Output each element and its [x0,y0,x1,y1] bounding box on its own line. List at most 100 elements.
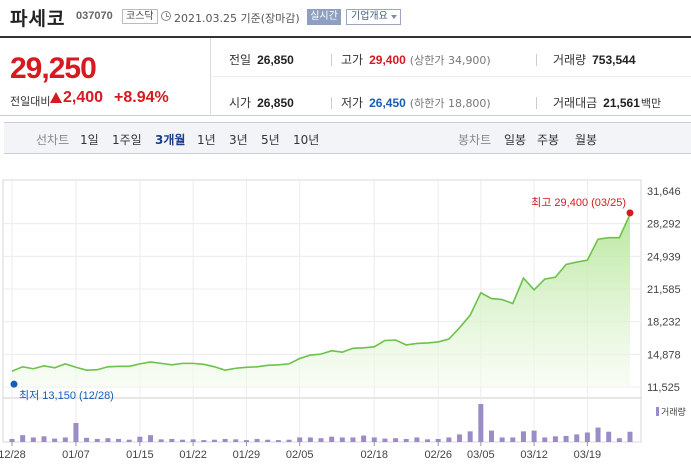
realtime-button[interactable]: 실시간 [307,9,341,25]
volume-bar [478,404,484,442]
stock-header: 파세코 037070 코스닥 2021.03.25 기준(장마감) 실시간 기업… [0,0,691,34]
amount-stat: 거래대금 21,561백만 [553,94,661,111]
volume-bar [211,439,217,442]
volume-label: 거래량 [553,53,587,67]
volume-bar [339,437,345,442]
volume-bar [30,437,36,442]
x-tick-label: 03/05 [467,449,495,461]
tab-1day[interactable]: 1일 [80,133,99,147]
volume-bar [350,437,356,442]
y-tick-label: 11,525 [647,382,680,394]
change-percent: +8.94% [114,89,169,106]
prev-close-stat: 전일 26,850 [229,51,294,68]
volume-bar [265,439,271,442]
x-tick-label: 01/22 [179,449,207,461]
divider [210,38,211,116]
x-tick-label: 01/15 [126,449,154,461]
volume-bar [499,437,505,442]
y-tick-label: 24,939 [647,251,681,263]
volume-bar [222,438,228,442]
volume-bar [137,436,143,442]
company-overview-dropdown[interactable]: 기업개요 [346,9,401,25]
price-chart[interactable]: 31,646 28,292 24,939 21,585 18,232 14,878 11,5… [0,178,691,465]
x-tick-label: 02/26 [424,449,452,461]
clock-icon [161,11,171,21]
volume-bar [254,438,260,442]
tab-3years[interactable]: 3년 [229,133,248,147]
price-area [12,214,630,387]
volume-bar [318,438,324,442]
x-tick-label: 02/18 [361,449,389,461]
volume-bar [243,440,249,442]
volume-bar [297,437,303,442]
price-summary: 29,250 전일대비 2,400 +8.94% 전일 26,850 고가 29,4… [0,36,691,116]
as-of-date: 2021.03.25 기준(장마감) [174,12,300,25]
price-chart-svg: 31,646 28,292 24,939 21,585 18,232 14,878 11,5… [0,179,686,461]
company-overview-label: 기업개요 [351,11,388,22]
volume-bar [361,435,367,442]
low-stat: 저가 26,450 (하한가 18,800) [341,94,491,111]
volume-bar [116,438,122,442]
high-value: 29,400 [369,53,406,67]
x-tick-label: 02/05 [286,449,314,461]
tab-5years[interactable]: 5년 [261,133,280,147]
tab-weekly-candle[interactable]: 주봉 [537,133,560,147]
candle-chart-label: 봉차트 [458,133,492,147]
volume-bar [201,440,207,442]
volume-bar [382,438,388,442]
open-stat: 시가 26,850 [229,94,294,111]
min-label: 최저 13,150 (12/28) [19,389,114,402]
volume-bar [403,438,409,442]
tab-1year[interactable]: 1년 [197,133,216,147]
volume-bar [158,439,164,442]
volume-value: 753,544 [592,53,636,67]
stock-name: 파세코 [10,8,66,30]
y-tick-label: 31,646 [647,186,681,198]
volume-bar [52,438,58,442]
volume-bar [574,434,580,442]
y-tick-label: 18,232 [647,317,681,329]
x-tick-label: 01/07 [62,449,90,461]
chevron-down-icon [391,15,397,19]
tab-monthly-candle[interactable]: 월봉 [575,133,598,147]
divider [211,76,691,77]
y-tick-label: 21,585 [647,284,681,296]
x-tick-label: 12/28 [0,449,26,461]
up-triangle-icon [50,92,62,103]
lower-limit: (하한가 18,800) [409,97,491,110]
min-point [10,380,18,388]
chart-period-tabs: 선차트 1일 1주일 3개월 1년 3년 5년 10년 봉차트 일봉 주봉 월봉 [4,122,691,154]
high-stat: 고가 29,400 (상한가 34,900) [341,51,491,68]
volume-bar [179,439,185,442]
stock-code: 037070 [76,10,113,22]
volume-bar [627,431,633,442]
volume-bar [307,437,313,442]
volume-bar [275,440,281,442]
volume-bar [488,430,494,442]
tab-daily-candle[interactable]: 일봉 [504,133,527,147]
tab-1week[interactable]: 1주일 [112,133,142,147]
volume-bar [457,434,463,442]
y-tick-label: 28,292 [647,219,681,231]
volume-bar [531,430,537,442]
tab-10years[interactable]: 10년 [293,133,320,147]
open-label: 시가 [229,96,252,110]
line-chart-label: 선차트 [36,133,70,147]
volume-bar [20,435,26,442]
volume-bar [414,437,420,442]
price-line [11,214,631,372]
upper-limit: (상한가 34,900) [409,54,491,67]
tab-3months[interactable]: 3개월 [155,133,186,147]
volume-bar [286,439,292,442]
volume-bar [190,439,196,442]
volume-bar [9,438,15,442]
prev-close-value: 26,850 [257,53,294,67]
volume-bar [169,438,175,442]
change-label: 전일대비 [10,95,51,108]
y-tick-label: 14,878 [647,349,681,361]
volume-bar [233,439,239,442]
open-value: 26,850 [257,96,294,110]
x-tick-label: 03/12 [520,449,548,461]
volume-bar [393,438,399,442]
amount-value: 21,561 [603,96,640,110]
